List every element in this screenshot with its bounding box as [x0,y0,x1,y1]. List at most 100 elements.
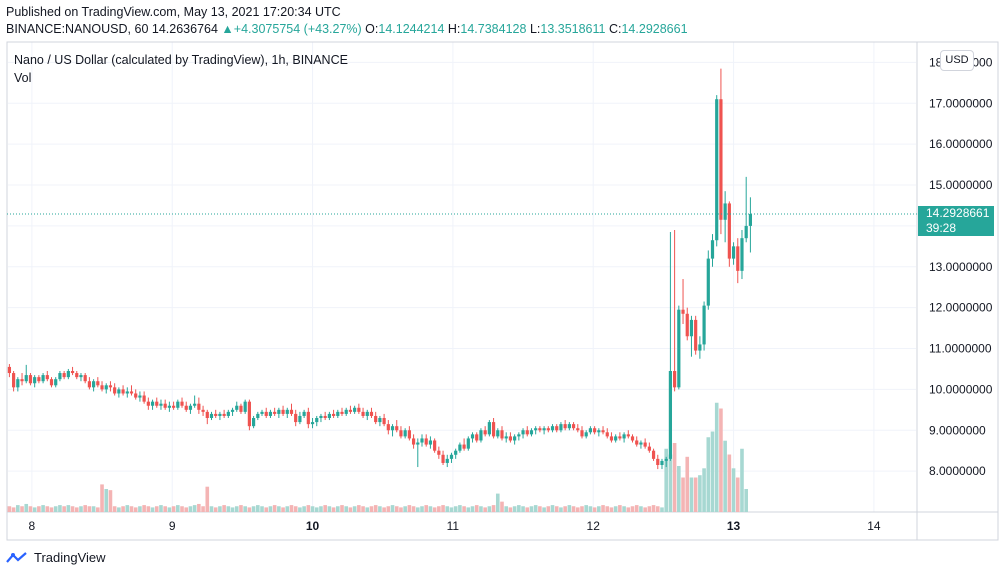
volume-bar [197,503,201,512]
candle-body [96,381,100,386]
candle-body [268,411,273,416]
candle-body [521,430,525,435]
candle-body [163,403,167,408]
candle-body [306,411,310,425]
candle-body [129,391,134,394]
volume-bar [453,506,458,512]
candle-body [424,438,428,445]
candle-body [83,375,87,382]
volume-bar [651,505,656,512]
volume-bar [677,466,681,512]
candle-body [584,432,588,437]
volume-bar [466,507,471,512]
low-label: L: [529,22,541,36]
volume-bar [96,507,100,512]
volume-bar [230,507,235,512]
candle-body [500,430,504,439]
candle-body [395,426,399,431]
volume-bar [314,507,319,512]
candle-body [386,424,390,431]
candle-body [100,385,104,390]
volume-legend[interactable]: Vol [14,71,32,85]
volume-bar [470,506,475,512]
volume-bar [517,505,521,512]
volume-bar [479,506,483,512]
volume-bar [693,477,698,512]
candle-body [281,409,285,414]
candle-body [361,411,365,416]
volume-bar [298,507,302,512]
candle-body [643,442,647,447]
candle-body [37,377,41,382]
chart-outer-border [6,41,999,541]
high-value: 14.7384128 [460,22,527,36]
volume-bar [559,507,563,512]
volume-bar [719,408,723,512]
volume-bar [226,506,231,512]
volume-bar [352,506,357,512]
volume-bar [234,506,239,512]
chart-legend-title: Nano / US Dollar (calculated by TradingV… [14,53,348,67]
volume-bar [626,507,631,512]
volume-bar [340,505,344,512]
candle-body [230,409,235,412]
volume-bar [685,456,690,512]
candle-body [243,401,247,412]
volume-bar [710,431,715,512]
candle-body [247,401,251,427]
volume-bar [689,477,694,512]
volume-bar [344,506,349,512]
volume-bar [331,507,336,512]
candle-body [702,305,706,345]
volume-bar [441,505,445,512]
candle-body [285,409,289,414]
price-tick-label: 17.0000000 [929,96,993,110]
candle-body [403,430,407,437]
currency-button[interactable]: USD [940,50,974,71]
candle-body [563,424,567,429]
volume-bar [146,506,151,512]
candle-body [273,411,277,414]
volume-bar [584,505,589,512]
candle-body [142,395,146,402]
volume-bar [723,440,727,512]
last-price-label: 14.2928661 39:28 [918,206,994,237]
volume-bar [609,507,614,512]
candle-body [513,436,517,441]
candle-body [62,373,66,378]
volume-bar [378,506,382,512]
candle-body [125,391,129,394]
candle-body [12,373,16,388]
volume-bar [66,505,71,512]
close-label: C: [608,22,622,36]
time-tick-label: 11 [447,519,460,533]
candle-body [167,405,171,408]
tradingview-logo-icon [6,551,27,563]
candle-body [193,403,197,406]
candle-body [66,371,70,378]
footer-brand[interactable]: TradingView [6,550,106,565]
volume-bar [79,506,83,512]
volume-bar [411,506,416,512]
volume-bar [45,506,50,512]
candle-body [180,401,184,406]
candles [7,68,752,470]
volume-bar [205,486,210,512]
symbol-label: BINANCE:NANOUSD, 60 [6,22,149,36]
volume-bar [32,507,37,512]
footer-brand-text: TradingView [34,550,106,565]
volume-bar [83,505,87,512]
candle-body [315,418,319,423]
candle-body [222,413,226,416]
volume-bar [285,506,290,512]
low-value: 13.3518611 [540,22,606,36]
chart-grid [8,42,916,512]
volume-bar [112,506,117,512]
ohlc-row: BINANCE:NANOUSD, 60 14.2636764 ▲+4.30757… [6,22,688,36]
candle-body [138,395,142,398]
candle-body [277,409,281,414]
candle-body [416,442,420,445]
candle-body [618,436,622,439]
candle-body [626,434,630,437]
